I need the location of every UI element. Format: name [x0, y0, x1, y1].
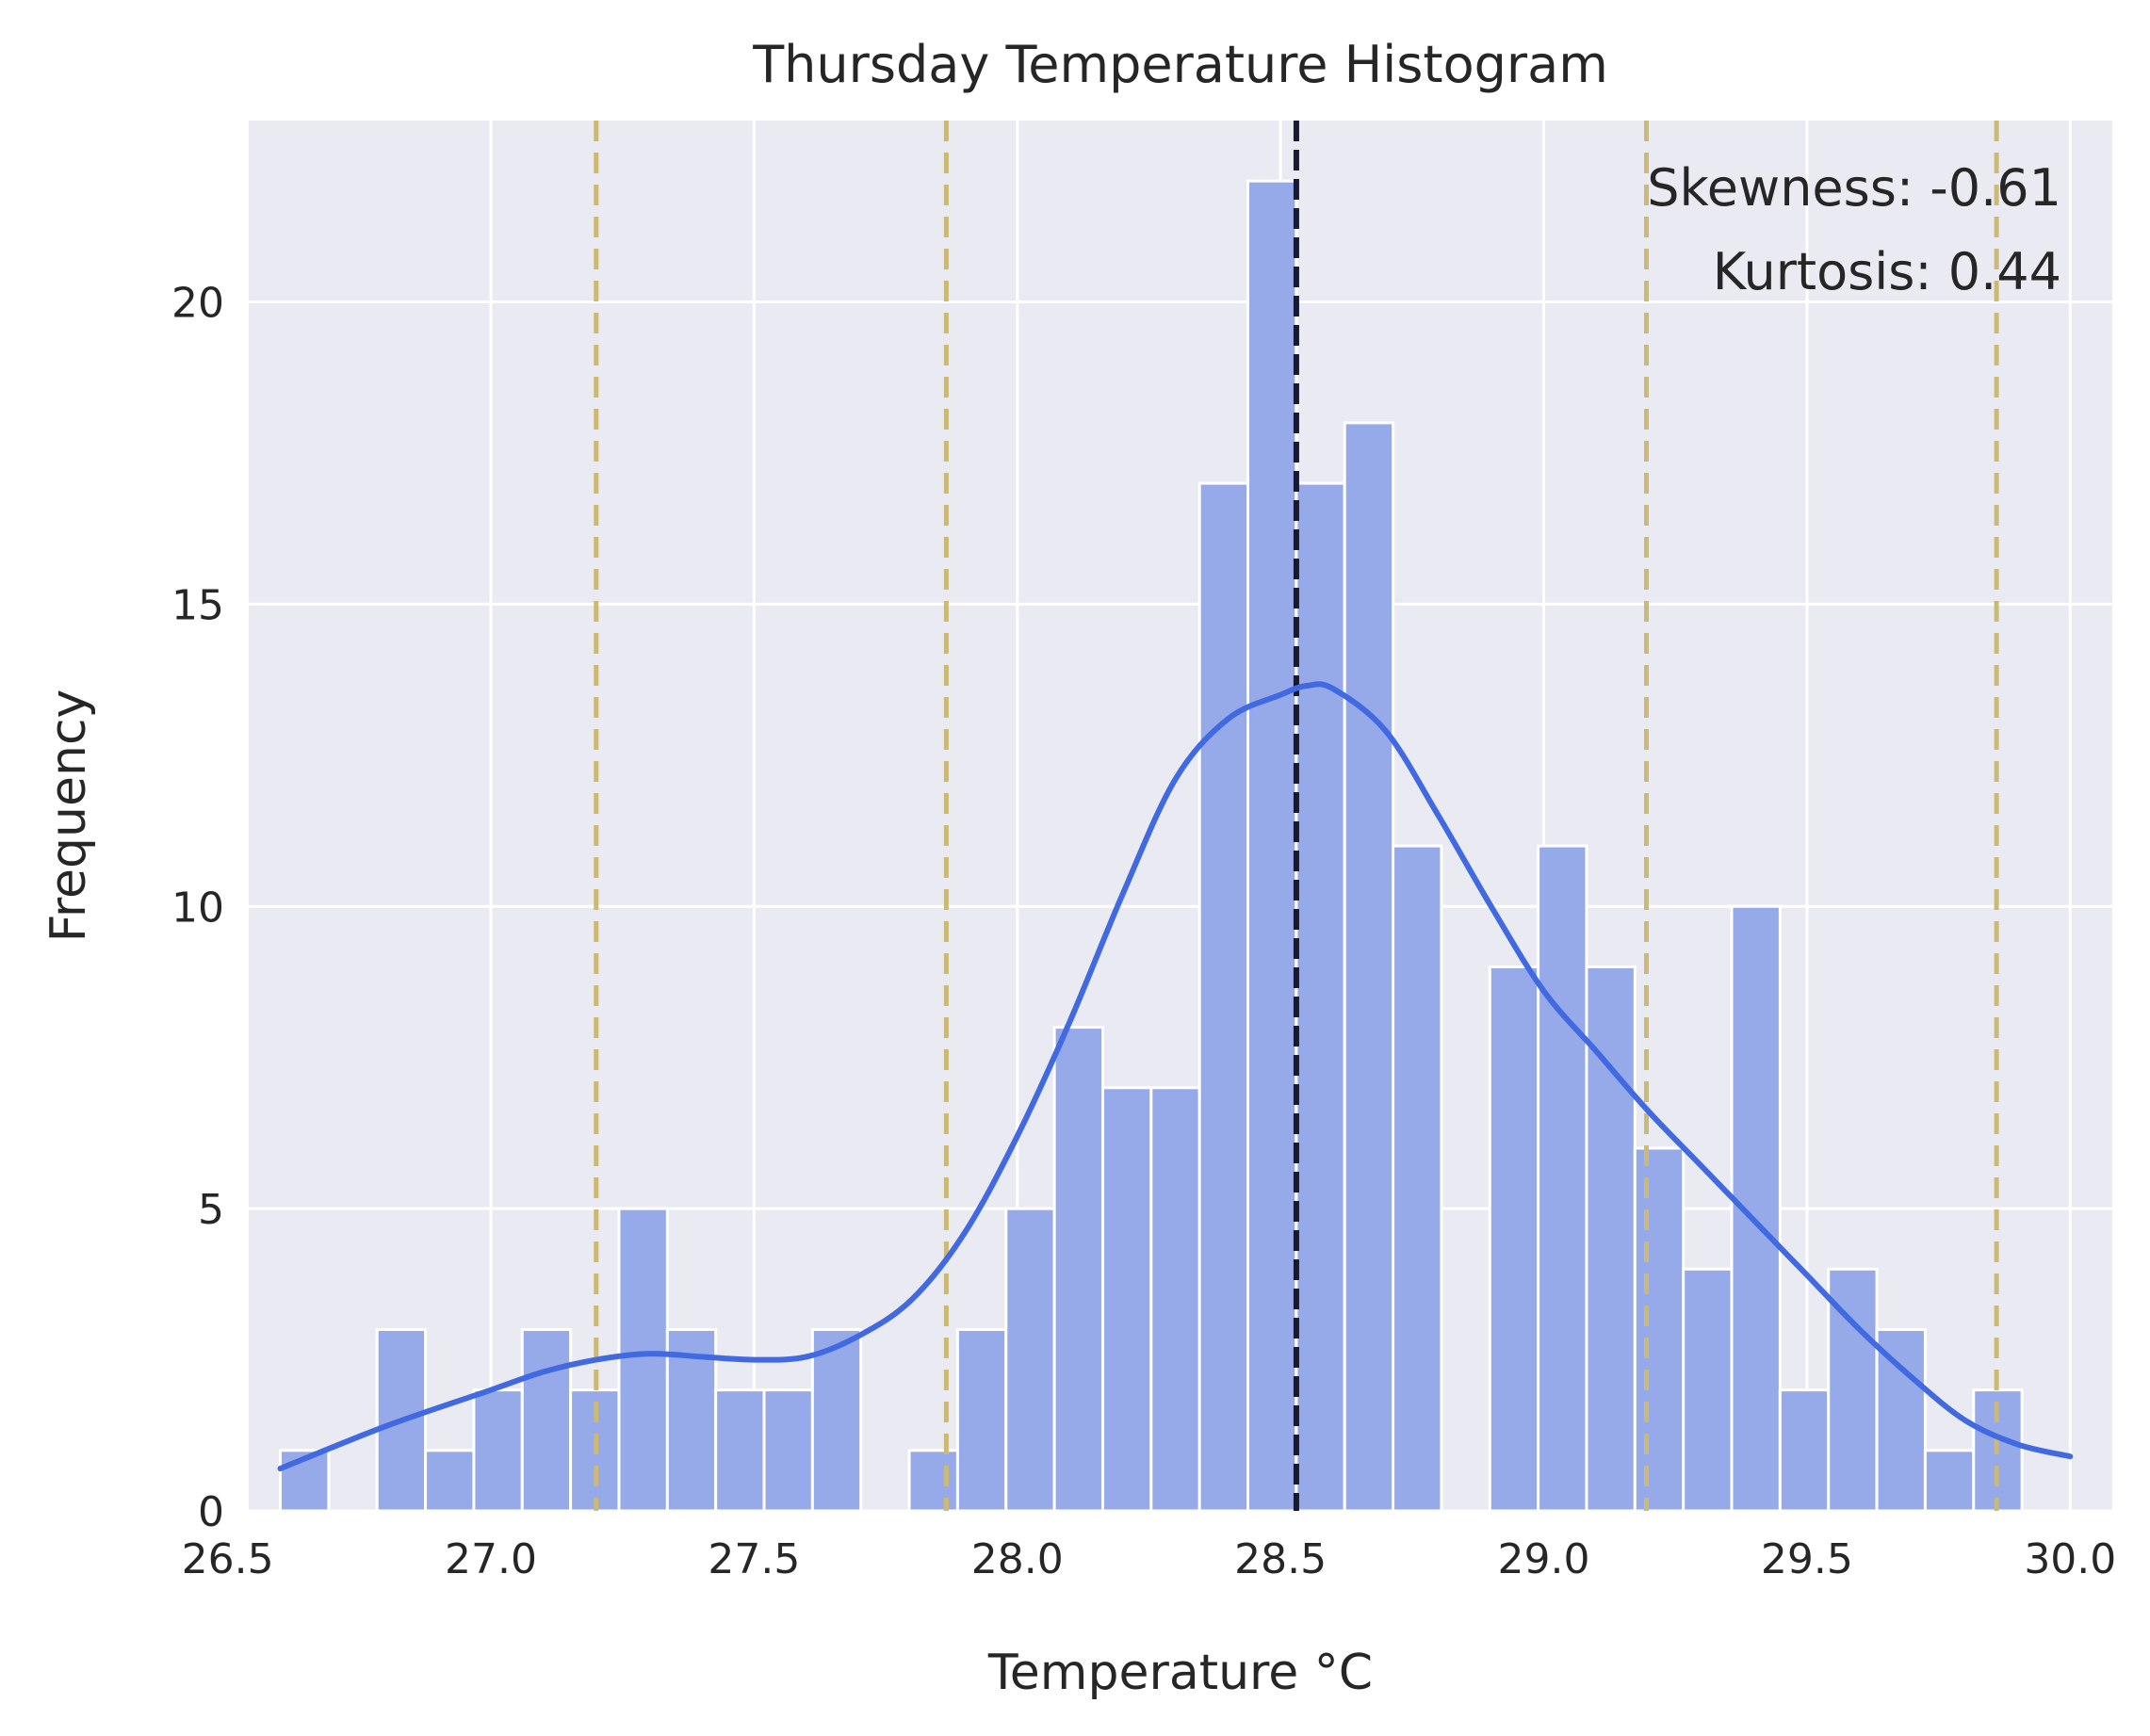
histogram-bar: [472, 1388, 524, 1513]
histogram-bar: [1923, 1449, 1976, 1513]
kde-curve: [277, 681, 2074, 1472]
histogram-bar: [1149, 1086, 1201, 1513]
histogram-bar: [1246, 179, 1298, 1513]
histogram-bar: [714, 1388, 766, 1513]
histogram-bar: [1537, 844, 1588, 1513]
tick-labels: 26.5 27.0 27.5 28.0 28.5 29.0 29.5 30.0 0 5 10 15 20: [171, 280, 2116, 1583]
x-axis-title: Temperature °C: [987, 1645, 1373, 1701]
histogram-bar: [424, 1449, 476, 1513]
histogram-bar: [1778, 1388, 1831, 1513]
histogram-bar: [907, 1449, 959, 1513]
histogram-bar: [1488, 965, 1540, 1513]
y-tick-label: 15: [171, 581, 224, 629]
x-tick-label: 29.5: [1761, 1535, 1853, 1583]
reference-lines: [594, 121, 1999, 1511]
histogram-bar: [810, 1327, 863, 1513]
histogram-bar: [1682, 1267, 1734, 1513]
chart-title: Thursday Temperature Histogram: [752, 35, 1608, 94]
histogram-bar: [665, 1327, 718, 1513]
kurtosis-annotation: Kurtosis: 0.44: [1713, 242, 2061, 301]
histogram-bar: [279, 1449, 331, 1513]
y-tick-label: 5: [198, 1186, 224, 1234]
histogram-bar: [1004, 1207, 1056, 1513]
histogram-bar: [1633, 1146, 1686, 1513]
y-tick-label: 10: [171, 884, 224, 932]
y-axis-title: Frequency: [41, 690, 97, 943]
histogram-bar: [520, 1327, 573, 1513]
histogram-bar: [1295, 481, 1346, 1513]
y-tick-label: 0: [198, 1488, 224, 1536]
x-tick-label: 28.0: [971, 1535, 1064, 1583]
histogram-bar: [1052, 1026, 1104, 1513]
histogram-bar: [762, 1388, 814, 1513]
histogram-bar: [1197, 481, 1250, 1513]
histogram-bar: [1343, 421, 1395, 1513]
histogram-bars: [279, 179, 2024, 1513]
kde-curve-group: [277, 681, 2074, 1472]
x-tick-label: 30.0: [2024, 1535, 2116, 1583]
x-tick-label: 26.5: [182, 1535, 274, 1583]
x-tick-label: 27.5: [708, 1535, 800, 1583]
x-tick-label: 29.0: [1498, 1535, 1590, 1583]
histogram-bar: [1875, 1327, 1927, 1513]
x-tick-label: 28.5: [1234, 1535, 1327, 1583]
histogram-bar: [1100, 1086, 1153, 1513]
histogram-bar: [617, 1207, 669, 1513]
skewness-annotation: Skewness: -0.61: [1647, 158, 2061, 218]
y-tick-label: 20: [171, 280, 224, 328]
histogram-bar: [955, 1327, 1008, 1513]
histogram-bar: [1392, 844, 1443, 1513]
x-tick-label: 27.0: [445, 1535, 537, 1583]
